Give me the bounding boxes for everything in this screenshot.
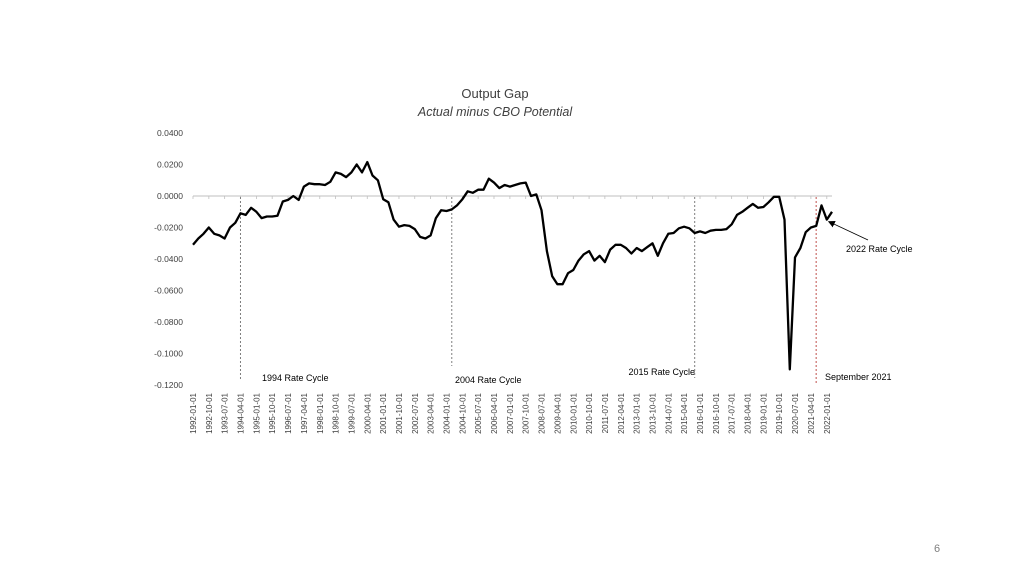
chart-title: Output Gap [461, 86, 528, 101]
y-tick-label: -0.0400 [154, 254, 183, 264]
x-tick-label: 2021-04-01 [807, 392, 816, 433]
x-tick-label: 2001-10-01 [395, 392, 404, 433]
x-tick-label: 2004-01-01 [443, 392, 452, 433]
marker-label: 1994 Rate Cycle [262, 373, 329, 383]
x-tick-label: 2007-01-01 [506, 392, 515, 433]
x-tick-label: 2007-10-01 [522, 392, 531, 433]
page-number: 6 [934, 543, 941, 555]
annotation-label: 2022 Rate Cycle [846, 244, 913, 254]
y-tick-label: -0.1200 [154, 380, 183, 390]
x-tick-label: 2016-01-01 [696, 392, 705, 433]
x-tick-label: 2022-01-01 [823, 392, 832, 433]
x-tick-label: 2004-10-01 [458, 392, 467, 433]
x-tick-label: 2012-04-01 [617, 392, 626, 433]
x-tick-label: 1996-07-01 [284, 392, 293, 433]
x-tick-label: 2013-01-01 [633, 392, 642, 433]
x-tick-label: 1992-10-01 [205, 392, 214, 433]
x-axis: 1992-01-01 1992-10-01 1993-07-01 1994-04-01… [189, 195, 832, 434]
x-tick-label: 2020-07-01 [791, 392, 800, 433]
annotations: 2022 Rate Cycle [827, 221, 913, 254]
x-tick-label: 2002-07-01 [411, 392, 420, 433]
y-axis: 0.0400 0.0200 0.0000 -0.0200 -0.0400 -0.0600 -… [154, 128, 183, 390]
vertical-markers: 1994 Rate Cycle 2004 Rate Cycle 2015 Rate … [239, 197, 892, 385]
x-tick-label: 1993-07-01 [221, 392, 230, 433]
x-tick-label: 2001-01-01 [379, 392, 388, 433]
x-tick-label: 2003-04-01 [427, 392, 436, 433]
output-gap-line [192, 160, 833, 371]
x-tick-label: 1995-01-01 [252, 392, 261, 433]
x-tick-label: 2017-07-01 [728, 392, 737, 433]
x-tick-label: 1997-04-01 [300, 392, 309, 433]
y-tick-label: -0.0200 [154, 223, 183, 233]
x-tick-label: 2011-07-01 [601, 392, 610, 433]
x-tick-label: 1992-01-01 [189, 392, 198, 433]
x-tick-label: 2014-07-01 [664, 392, 673, 433]
x-tick-label: 1998-01-01 [316, 392, 325, 433]
x-tick-label: 2005-07-01 [474, 392, 483, 433]
x-tick-label: 2000-04-01 [363, 392, 372, 433]
marker-label: September 2021 [825, 372, 892, 382]
x-tick-label: 2016-10-01 [712, 392, 721, 433]
x-tick-label: 2019-01-01 [759, 392, 768, 433]
annotation-arrow [827, 221, 869, 241]
y-tick-label: 0.0400 [157, 128, 183, 138]
marker-label: 2004 Rate Cycle [455, 375, 522, 385]
y-tick-label: -0.0800 [154, 317, 183, 327]
x-tick-label: 1999-07-01 [347, 392, 356, 433]
x-tick-label: 2009-04-01 [553, 392, 562, 433]
x-tick-label: 1998-10-01 [332, 392, 341, 433]
y-tick-label: 0.0200 [157, 160, 183, 170]
x-tick-label: 2010-10-01 [585, 392, 594, 433]
y-tick-label: -0.1000 [154, 349, 183, 359]
x-tick-label: 1994-04-01 [236, 392, 245, 433]
y-tick-label: 0.0000 [157, 191, 183, 201]
x-tick-label: 1995-10-01 [268, 392, 277, 433]
x-tick-label: 2006-04-01 [490, 392, 499, 433]
x-tick-label: 2019-10-01 [775, 392, 784, 433]
x-tick-label: 2010-01-01 [569, 392, 578, 433]
x-tick-label: 2018-04-01 [743, 392, 752, 433]
chart-subtitle: Actual minus CBO Potential [417, 105, 573, 119]
series-layer [192, 160, 833, 371]
x-tick-label: 2015-04-01 [680, 392, 689, 433]
x-tick-label: 2008-07-01 [538, 392, 547, 433]
marker-label: 2015 Rate Cycle [628, 367, 695, 377]
y-tick-label: -0.0600 [154, 286, 183, 296]
x-tick-label: 2013-10-01 [648, 392, 657, 433]
